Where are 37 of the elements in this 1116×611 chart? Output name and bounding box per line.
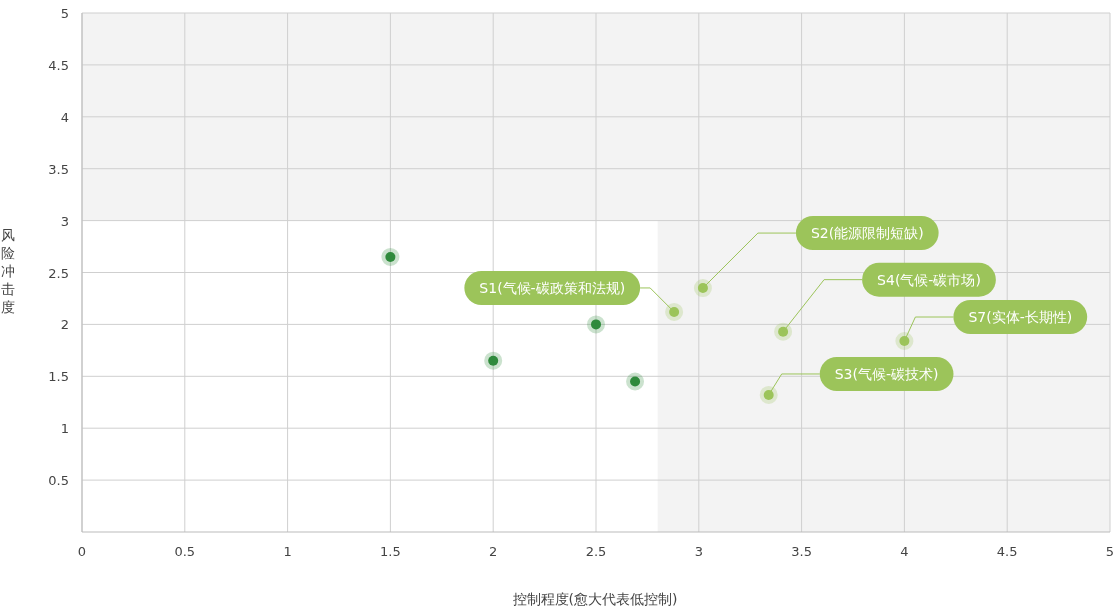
x-tick-label: 1.5 bbox=[380, 544, 401, 559]
x-tick-label: 3.5 bbox=[791, 544, 812, 559]
y-tick-label: 4 bbox=[60, 109, 69, 125]
point bbox=[895, 332, 914, 351]
x-tick-label: 4 bbox=[900, 544, 909, 559]
y-tick-label: 3 bbox=[60, 213, 69, 229]
x-tick-label: 2 bbox=[489, 544, 498, 559]
x-tick-label: 2.5 bbox=[585, 544, 607, 559]
y-tick-label: 2 bbox=[60, 317, 69, 333]
x-tick-label: 1 bbox=[283, 544, 292, 559]
point bbox=[693, 279, 712, 298]
point bbox=[587, 315, 605, 334]
annotation: S1(气候-碳政策和法规) bbox=[479, 279, 626, 296]
y-tick-label: 1.5 bbox=[48, 369, 69, 385]
point bbox=[774, 322, 793, 341]
y-tick-label: 2.5 bbox=[48, 265, 69, 281]
x-axis-title: 控制程度(愈大代表低控制) bbox=[512, 591, 678, 607]
point bbox=[484, 351, 503, 370]
point bbox=[759, 385, 778, 404]
x-tick-label: 0 bbox=[77, 544, 87, 559]
point bbox=[665, 302, 684, 321]
annotation: S7(实体-长期性) bbox=[968, 309, 1073, 326]
annotation: S4(气候-碳市场) bbox=[877, 271, 981, 288]
y-tick-label: 1 bbox=[60, 421, 69, 437]
y-tick-label: 5 bbox=[60, 6, 69, 21]
x-tick-label: 3 bbox=[694, 544, 703, 559]
x-tick-label: 0.5 bbox=[174, 544, 196, 559]
x-tick-label: 4.5 bbox=[996, 544, 1018, 559]
y-tick-label: 3.5 bbox=[48, 161, 69, 177]
x-tick-label: 5 bbox=[1105, 544, 1115, 559]
y-tick-label: 4.5 bbox=[48, 57, 69, 73]
annotation: S3(气候-碳技术) bbox=[834, 365, 939, 382]
y-axis-title: 风险冲击度 bbox=[1, 227, 15, 315]
y-tick-label: 0.5 bbox=[48, 473, 69, 489]
point bbox=[381, 247, 400, 266]
point bbox=[626, 372, 645, 391]
annotation: S2(能源限制短缺) bbox=[810, 225, 924, 242]
